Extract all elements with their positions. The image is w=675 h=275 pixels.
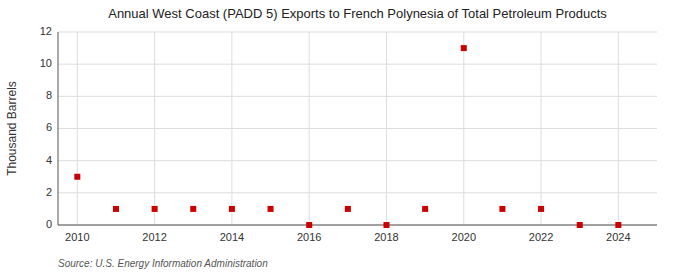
- grid-line-x: [386, 32, 387, 225]
- x-tick-label: 2022: [529, 231, 553, 243]
- y-tick-label: 12: [40, 25, 52, 37]
- x-tick-label: 2018: [374, 231, 398, 243]
- x-tick-label: 2016: [297, 231, 321, 243]
- grid-line-y: [58, 225, 657, 226]
- x-axis-line: [58, 225, 657, 226]
- y-axis-label: Thousand Barrels: [5, 81, 19, 176]
- x-tick-label: 2020: [452, 231, 476, 243]
- point: [152, 206, 158, 212]
- x-tick-label: 2024: [606, 231, 630, 243]
- y-tick-label: 8: [46, 89, 52, 101]
- point: [190, 206, 196, 212]
- point: [383, 222, 389, 228]
- source-note: Source: U.S. Energy Information Administ…: [58, 258, 268, 269]
- y-tick-label: 0: [46, 218, 52, 230]
- grid-line-y: [58, 96, 657, 97]
- grid-line-y: [58, 192, 657, 193]
- grid-line-x: [77, 32, 78, 225]
- point: [615, 222, 621, 228]
- point: [306, 222, 312, 228]
- point: [461, 45, 467, 51]
- point: [345, 206, 351, 212]
- x-tick-label: 2012: [142, 231, 166, 243]
- grid-line-y: [58, 128, 657, 129]
- point: [229, 206, 235, 212]
- point: [268, 206, 274, 212]
- grid-line-y: [58, 64, 657, 65]
- chart: 0 2 4 6 8 10 12 2010 2012 2014 2016 2018 2020 2022 202…: [0, 0, 675, 275]
- grid-line-x: [541, 32, 542, 225]
- y-tick-label: 6: [46, 121, 52, 133]
- grid-line-x: [309, 32, 310, 225]
- point: [113, 206, 119, 212]
- grid-line-y: [58, 32, 657, 33]
- point: [74, 174, 80, 180]
- x-tick-label: 2014: [220, 231, 244, 243]
- point: [538, 206, 544, 212]
- x-tick-label: 2010: [65, 231, 89, 243]
- point: [499, 206, 505, 212]
- points: [74, 45, 621, 228]
- grid-line-x: [231, 32, 232, 225]
- y-axis-line: [58, 32, 59, 225]
- y-tick-label: 10: [40, 57, 52, 69]
- y-tick-label: 2: [46, 186, 52, 198]
- grid-line-x: [618, 32, 619, 225]
- grid-line-x: [463, 32, 464, 225]
- point: [422, 206, 428, 212]
- point: [577, 222, 583, 228]
- y-tick-label: 4: [46, 154, 52, 166]
- grid: [58, 32, 657, 225]
- title: Annual West Coast (PADD 5) Exports to Fr…: [108, 6, 607, 21]
- grid-line-y: [58, 160, 657, 161]
- grid-line-x: [154, 32, 155, 225]
